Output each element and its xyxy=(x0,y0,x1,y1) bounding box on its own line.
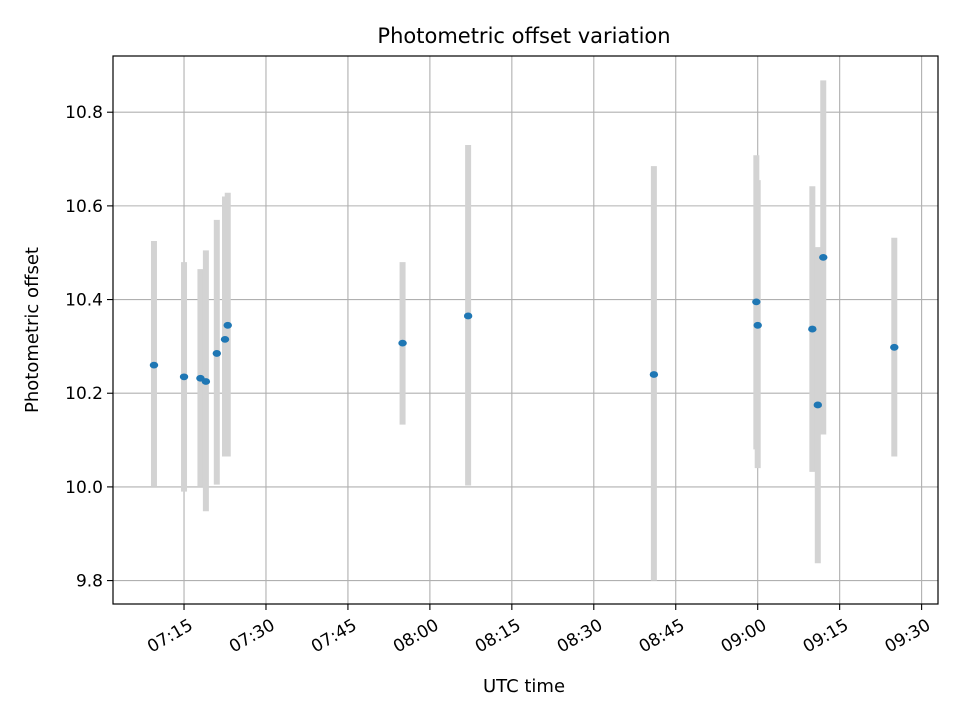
plot-frame xyxy=(112,55,939,605)
data-point xyxy=(212,350,222,357)
y-tick-label: 10.4 xyxy=(65,291,103,311)
data-point xyxy=(223,321,232,329)
data-point xyxy=(463,312,473,320)
data-points xyxy=(149,254,899,409)
y-tick-label: 9.8 xyxy=(76,572,103,592)
y-tick-label: 10.6 xyxy=(65,197,103,217)
x-axis-title: UTC time xyxy=(483,676,565,697)
data-point xyxy=(220,335,230,343)
data-point xyxy=(398,339,407,347)
data-point xyxy=(149,361,159,369)
grid xyxy=(113,56,938,604)
data-point xyxy=(179,373,189,381)
data-point xyxy=(753,321,762,329)
y-axis-title: Photometric offset xyxy=(22,247,43,413)
y-tick-label: 10.0 xyxy=(65,478,103,498)
data-point xyxy=(752,298,761,306)
data-point xyxy=(201,378,211,385)
data-point xyxy=(649,371,659,378)
y-tick-label: 10.2 xyxy=(65,384,103,404)
data-point xyxy=(813,401,823,409)
y-tick-label: 10.8 xyxy=(65,103,103,123)
data-point xyxy=(808,325,817,333)
y-axis: 9.8 10.0 10.2 10.4 10.6 10.8 xyxy=(65,103,113,592)
chart-title: Photometric offset variation xyxy=(377,24,670,48)
data-point xyxy=(890,343,899,351)
data-point xyxy=(819,254,828,261)
